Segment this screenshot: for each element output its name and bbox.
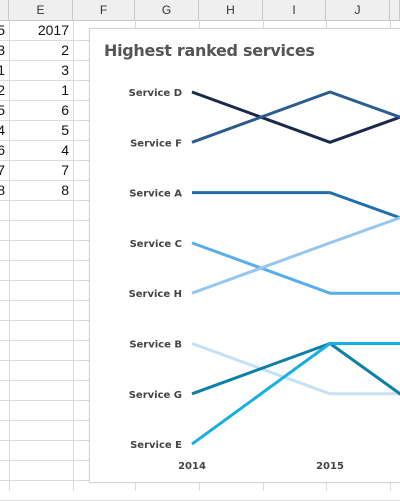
column-header-i[interactable]: I — [263, 0, 326, 20]
column-header-j[interactable]: J — [326, 0, 390, 20]
series-label-service-d: Service D — [129, 88, 182, 99]
chart-title: Highest ranked services — [104, 41, 315, 60]
cell-e[interactable]: 3 — [61, 62, 69, 78]
column-header-h[interactable]: H — [199, 0, 263, 20]
cell-d[interactable]: 8 — [0, 182, 5, 198]
cell-e[interactable]: 2017 — [37, 22, 69, 38]
cell-d[interactable]: 2 — [0, 82, 5, 98]
series-line-service-a[interactable] — [192, 191, 400, 243]
series-label-service-a: Service A — [129, 189, 182, 200]
series-label-service-g: Service G — [129, 390, 182, 401]
slope-chart: Service D Service F Service A Service C Serv… — [129, 88, 400, 472]
series-label-service-e: Service E — [130, 440, 182, 451]
cell-d[interactable]: 3 — [0, 42, 5, 58]
column-header-e[interactable]: E — [9, 0, 73, 20]
cell-d[interactable]: 4 — [0, 122, 5, 138]
series-line-service-b[interactable] — [191, 342, 400, 396]
cell-e[interactable]: 8 — [61, 182, 69, 198]
column-header-d[interactable] — [0, 0, 9, 20]
column-header-k[interactable] — [390, 0, 400, 20]
column-header-f[interactable]: F — [73, 0, 135, 20]
series-label-service-b: Service B — [129, 340, 182, 351]
cell-d[interactable]: 5 — [0, 102, 5, 118]
series-line-service-d[interactable] — [191, 90, 400, 144]
series-label-service-h: Service H — [129, 289, 182, 300]
gridline-vertical — [73, 20, 74, 491]
series-line-service-c[interactable] — [191, 241, 400, 295]
column-header-row: E F G H I J — [0, 0, 400, 21]
series-line-service-h[interactable] — [191, 193, 400, 295]
cell-e[interactable]: 5 — [61, 122, 69, 138]
x-tick-label: 2014 — [178, 461, 206, 472]
cell-d[interactable]: 1 — [0, 62, 5, 78]
column-header-g[interactable]: G — [135, 0, 199, 20]
series-line-service-f[interactable] — [191, 90, 400, 144]
cell-d[interactable]: 7 — [0, 162, 5, 178]
series-line-service-e[interactable] — [191, 342, 400, 446]
x-tick-label: 2015 — [316, 461, 344, 472]
cell-e[interactable]: 6 — [61, 102, 69, 118]
cell-e[interactable]: 4 — [61, 142, 69, 158]
cell-e[interactable]: 2 — [61, 42, 69, 58]
cell-d[interactable]: 6 — [0, 142, 5, 158]
series-label-service-c: Service C — [130, 239, 182, 250]
gridline-vertical — [9, 20, 10, 491]
chart-area[interactable]: Highest ranked services Service D Service… — [89, 28, 400, 483]
cell-e[interactable]: 7 — [61, 162, 69, 178]
cell-e[interactable]: 1 — [61, 82, 69, 98]
cell-d[interactable]: 5 — [0, 22, 5, 38]
series-label-service-f: Service F — [130, 138, 182, 149]
